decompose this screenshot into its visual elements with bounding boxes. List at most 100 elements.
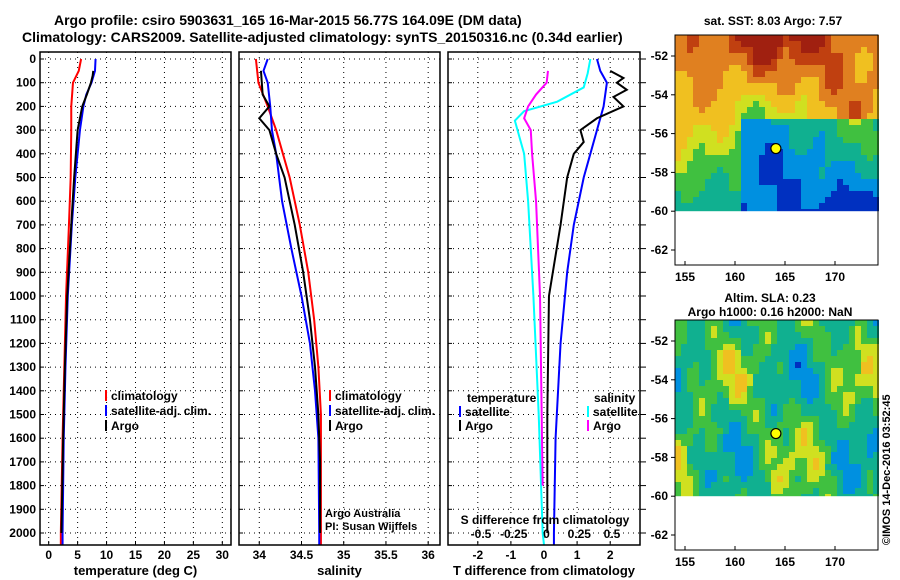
map-cell: [837, 326, 843, 332]
map-cell: [825, 494, 831, 497]
map-cell: [687, 107, 693, 113]
map-cell: [771, 119, 777, 125]
map-cell: [687, 398, 693, 404]
map-cell: [693, 173, 699, 179]
map-cell: [819, 83, 825, 89]
map-cell: [693, 209, 699, 212]
map-cell: [837, 332, 843, 338]
map-cell: [861, 101, 867, 107]
map-cell: [675, 332, 681, 338]
map-cell: [699, 53, 705, 59]
map-cell: [681, 482, 687, 488]
map-cell: [765, 95, 771, 101]
map-cell: [825, 452, 831, 458]
map-cell: [711, 173, 717, 179]
map-cell: [753, 368, 759, 374]
map-cell: [819, 113, 825, 119]
map-cell: [753, 131, 759, 137]
map-cell: [819, 482, 825, 488]
map-cell: [765, 356, 771, 362]
map-cell: [813, 191, 819, 197]
map-cell: [735, 89, 741, 95]
map-cell: [843, 149, 849, 155]
series-s-satellite: [513, 58, 592, 545]
map-cell: [825, 422, 831, 428]
map-cell: [843, 488, 849, 494]
map-cell: [729, 65, 735, 71]
map-cell: [675, 386, 681, 392]
y-tick-label: 300: [16, 123, 36, 137]
map-cell: [681, 191, 687, 197]
map-cell: [693, 458, 699, 464]
map-cell: [873, 374, 879, 380]
map-cell: [819, 197, 825, 203]
legend-label: Argo: [335, 419, 363, 433]
map-cell: [801, 326, 807, 332]
map-cell: [705, 422, 711, 428]
map-cell: [771, 368, 777, 374]
sst-map-title: sat. SST: 8.03 Argo: 7.57: [704, 14, 843, 28]
map-cell: [867, 356, 873, 362]
map-cell: [801, 107, 807, 113]
map-cell: [741, 47, 747, 53]
map-cell: [795, 95, 801, 101]
map-cell: [729, 476, 735, 482]
map-cell: [747, 53, 753, 59]
map-cell: [837, 428, 843, 434]
map-cell: [783, 464, 789, 470]
map-cell: [819, 137, 825, 143]
map-cell: [843, 101, 849, 107]
map-cell: [843, 374, 849, 380]
map-cell: [867, 392, 873, 398]
map-cell: [867, 107, 873, 113]
map-cell: [741, 71, 747, 77]
map-cell: [777, 191, 783, 197]
map-cell: [729, 209, 735, 212]
map-cell: [723, 203, 729, 209]
map-cell: [873, 392, 879, 398]
map-cell: [849, 440, 855, 446]
map-cell: [729, 350, 735, 356]
map-cell: [849, 203, 855, 209]
map-cell: [855, 119, 861, 125]
map-cell: [687, 464, 693, 470]
map-cell: [849, 356, 855, 362]
map-cell: [849, 53, 855, 59]
map-cell: [849, 326, 855, 332]
panel-difference: -2 -1 0 1 2T difference from climatology: [447, 51, 646, 578]
map-cell: [795, 398, 801, 404]
map-cell: [705, 350, 711, 356]
map-cell: [819, 41, 825, 47]
map-cell: [723, 464, 729, 470]
map-cell: [771, 458, 777, 464]
map-cell: [861, 107, 867, 113]
map-cell: [873, 71, 879, 77]
map-cell: [753, 386, 759, 392]
map-cell: [861, 137, 867, 143]
map-cell: [687, 332, 693, 338]
map-cell: [861, 191, 867, 197]
map-cell: [729, 464, 735, 470]
map-cell: [765, 416, 771, 422]
map-cell: [687, 362, 693, 368]
map-cell: [837, 53, 843, 59]
map-cell: [849, 470, 855, 476]
map-cell: [747, 374, 753, 380]
map-cell: [819, 173, 825, 179]
plot-frame: [39, 51, 232, 546]
map-cell: [711, 113, 717, 119]
map-cell: [789, 191, 795, 197]
map-cell: [837, 494, 843, 497]
map-cell: [699, 362, 705, 368]
map-cell: [753, 320, 759, 326]
map-cell: [801, 488, 807, 494]
map-cell: [831, 464, 837, 470]
map-cell: [855, 35, 861, 41]
map-cell: [753, 380, 759, 386]
map-cell: [747, 89, 753, 95]
map-cell: [813, 380, 819, 386]
map-cell: [831, 203, 837, 209]
map-cell: [771, 137, 777, 143]
map-cell: [783, 320, 789, 326]
map-cell: [717, 101, 723, 107]
